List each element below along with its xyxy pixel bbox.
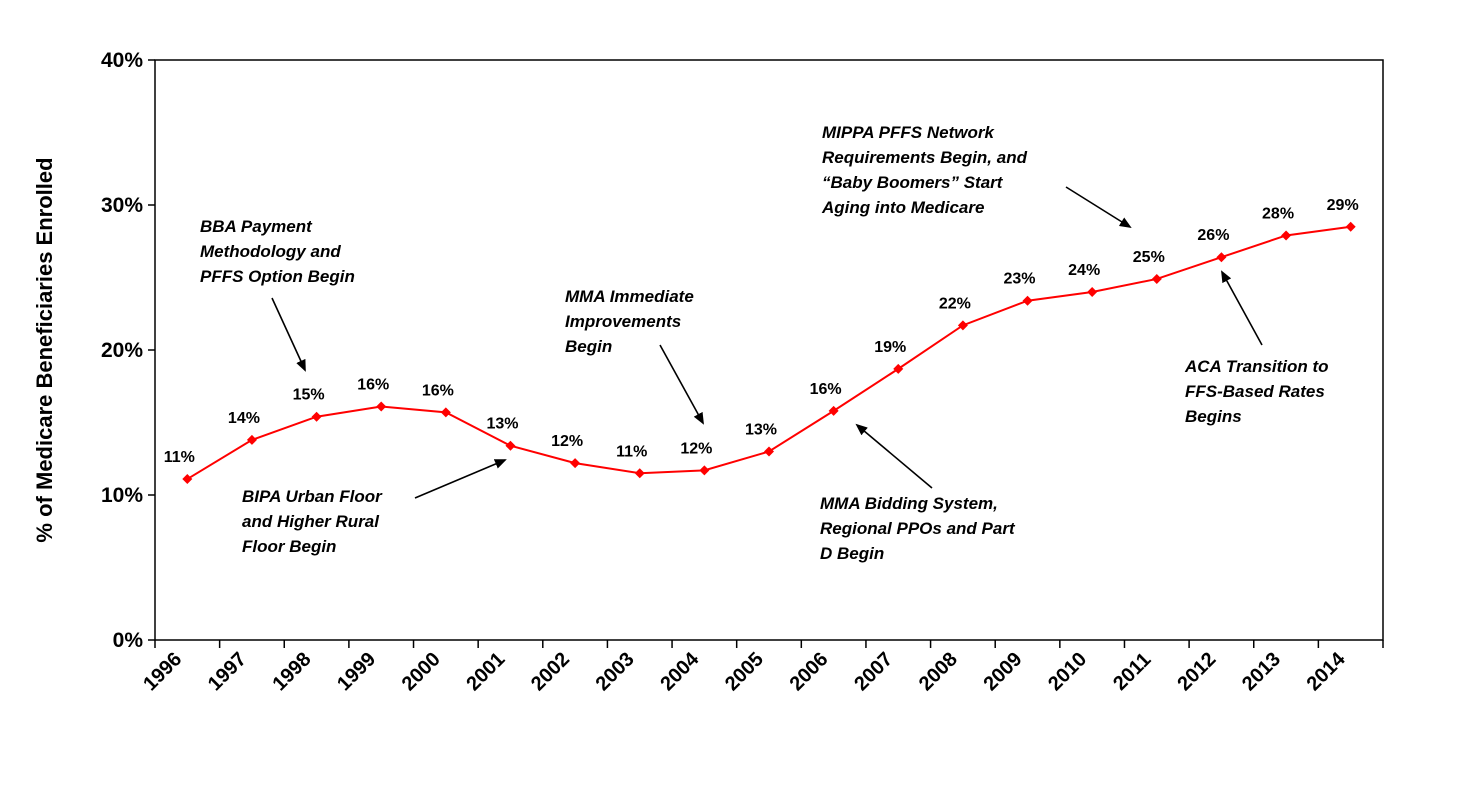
x-tick-label: 2007 [850,648,897,695]
data-point [1022,295,1033,306]
data-point [699,465,710,476]
x-tick-label: 2011 [1109,649,1155,695]
x-tick-label: 2013 [1238,648,1285,695]
data-point [1151,273,1162,284]
annotation-line: Aging into Medicare [821,198,984,217]
data-label: 28% [1262,205,1294,222]
data-point [764,446,774,457]
annotation-text: MMA Immediate Improvements Begin [565,287,694,356]
y-tick-label: 40% [101,49,143,72]
x-tick-label: 2002 [527,648,574,695]
annotation-line: “Baby Boomers” Start [822,173,1004,192]
data-label: 16% [810,381,842,398]
data-label: 26% [1197,227,1229,244]
annotation-line: PFFS Option Begin [200,267,355,286]
x-tick-label: 2010 [1044,648,1091,695]
data-label: 11% [164,449,195,466]
y-tick-label: 20% [101,339,143,362]
annotation-text: ACA Transition to FFS-Based Rates Begins [1184,357,1329,426]
data-point [1281,230,1292,241]
annotation-line: Methodology and [200,242,341,261]
x-tick-label: 2014 [1303,648,1351,696]
data-point [957,320,968,331]
data-label: 25% [1133,249,1165,266]
annotation-line: FFS-Based Rates [1185,382,1325,401]
y-axis-label: % of Medicare Beneficiaries Enrolled [32,157,57,542]
data-label: 29% [1327,197,1359,214]
annotation-line: D Begin [820,544,884,563]
annotation-line: Floor Begin [242,537,336,556]
data-label: 12% [551,433,583,450]
data-point [570,458,581,469]
annotation-line: Improvements [565,312,681,331]
y-tick-label: 30% [101,194,143,217]
data-label: 19% [874,339,906,356]
data-point [311,411,322,422]
data-point [505,440,516,451]
data-label: 11% [616,443,647,460]
data-point [376,401,387,412]
annotation-line: Requirements Begin, and [822,148,1028,167]
x-tick-label: 1996 [139,648,186,695]
data-point [246,434,257,445]
data-label: 16% [422,382,454,399]
data-point [1216,252,1227,263]
x-tick-label: 2000 [398,648,445,695]
x-tick-label: 2008 [915,648,962,695]
data-label: 15% [293,387,325,404]
annotation-arrow [1065,186,1132,229]
data-label: 13% [745,422,777,439]
data-label: 13% [486,416,518,433]
annotation-line: BBA Payment [200,217,313,236]
annotation-text: BIPA Urban Floor and Higher Rural Floor Be… [242,487,383,556]
data-label: 14% [228,410,260,427]
annotation-line: Begins [1185,407,1242,426]
annotation-line: MIPPA PFFS Network [822,123,995,142]
annotation-arrow [659,344,704,425]
annotation-line: MMA Immediate [565,287,694,306]
plot-area: 0% 10% 20% 30% 40% 1996 1997 1998 1999 2000 2001 20… [101,49,1384,696]
data-point [1345,221,1356,232]
annotation-text: BBA Payment Methodology and PFFS Option Be… [200,217,355,286]
x-tick-label: 2009 [979,648,1026,695]
annotation-arrow [271,297,306,372]
annotation-text: MMA Bidding System, Regional PPOs and Par… [820,494,1016,563]
data-label: 12% [680,440,712,457]
x-tick-label: 2005 [721,648,768,695]
data-label: 16% [357,377,389,394]
x-tick-label: 1999 [333,648,380,695]
data-label: 23% [1004,271,1036,288]
data-label: 22% [939,295,971,312]
x-tick-label: 2004 [656,648,704,696]
y-tick-label: 10% [101,484,143,507]
annotation-arrow [414,459,507,499]
annotation-arrow [1221,270,1263,346]
x-tick-label: 2012 [1173,648,1220,695]
data-point [828,405,839,416]
x-tick-label: 2006 [786,648,833,695]
annotation-line: BIPA Urban Floor [242,487,383,506]
annotation-text: MIPPA PFFS Network Requirements Begin, an… [821,123,1028,217]
annotation-line: ACA Transition to [1184,357,1329,376]
annotation-line: Begin [565,337,612,356]
series-line [186,225,1351,480]
annotation-line: and Higher Rural [242,512,380,531]
data-point [893,363,904,374]
data-label: 24% [1068,262,1100,279]
data-point [634,468,645,479]
y-tick-label: 0% [113,629,144,652]
x-tick-label: 2003 [592,648,639,695]
data-point [1087,287,1098,297]
data-point [182,474,193,485]
plot-frame [154,59,1384,641]
x-tick-label: 2001 [462,648,509,695]
annotation-line: Regional PPOs and Part [820,519,1016,538]
annotation-arrow [855,423,933,489]
data-point [440,407,451,418]
x-tick-label: 1997 [204,648,251,695]
x-tick-label: 1998 [269,648,316,695]
annotation-line: MMA Bidding System, [820,494,998,513]
